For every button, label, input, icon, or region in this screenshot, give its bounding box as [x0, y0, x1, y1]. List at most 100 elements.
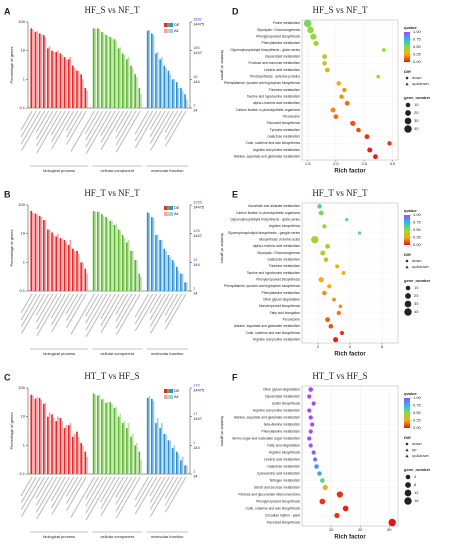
bar: [94, 28, 97, 108]
group-label: molecular function: [151, 534, 183, 539]
category-label-placeholder: [115, 293, 137, 329]
category-label-placeholder: [85, 293, 108, 331]
color-tick-label: 0.00: [413, 59, 422, 64]
category-label-placeholder: [85, 476, 108, 514]
y2-axis-label: Number of genes: [220, 50, 225, 81]
bar: [134, 445, 137, 474]
category-label-placeholder: [35, 293, 50, 316]
bar: [111, 403, 113, 474]
category-label-placeholder: [65, 476, 79, 498]
bar: [40, 400, 43, 474]
bubble: [334, 512, 340, 519]
category-label-placeholder: [85, 476, 104, 507]
bar: [163, 433, 166, 474]
category-label-placeholder: [85, 293, 100, 317]
category-label: Phenylalanine, tyrosine and tryptophan b…: [224, 284, 300, 288]
category-label-placeholder: [164, 293, 187, 330]
legend-swatch: [170, 212, 173, 216]
category-label-placeholder: [164, 476, 179, 499]
category-label-placeholder: [149, 476, 174, 517]
category-label-placeholder: [51, 293, 75, 333]
bar: [150, 33, 153, 109]
bubble: [320, 478, 325, 483]
category-label-placeholder: [100, 476, 120, 510]
category-label-placeholder: [20, 476, 41, 510]
legend-title: gene_number: [404, 467, 431, 472]
category-label: Pentose and glucuronate interconversions: [238, 492, 300, 496]
category-label: Circadian rhythm - plant: [265, 513, 300, 517]
bar: [69, 240, 72, 291]
chart-title: HF_T vs NF_T: [312, 188, 368, 198]
bar: [30, 210, 33, 291]
size-legend-symbol: [405, 285, 411, 291]
size-legend-symbol: [404, 117, 412, 125]
category-label-placeholder: [100, 293, 116, 320]
bar: [185, 99, 188, 108]
bar: [113, 408, 116, 474]
bar: [42, 403, 45, 474]
category-label: beta-Alanine metabolism: [264, 422, 301, 426]
category-label-placeholder: [85, 476, 100, 500]
category-label: Nitrogen metabolism: [270, 478, 300, 482]
category-label-placeholder: [85, 110, 112, 155]
bar: [71, 248, 74, 291]
category-label: Arginine biosynthesis: [269, 450, 301, 454]
legend-label: 40: [414, 309, 419, 314]
bar: [148, 30, 151, 109]
category-label-placeholder: [134, 476, 154, 508]
bar: [130, 250, 132, 291]
bubble: [322, 290, 327, 296]
category-label: Phenylalanine metabolism: [262, 429, 301, 433]
bar: [140, 277, 142, 291]
category-label-placeholder: [115, 110, 129, 132]
bar: [105, 402, 107, 474]
category-label-placeholder: [51, 110, 70, 143]
bar: [76, 431, 78, 474]
group-label: cellular component: [101, 168, 135, 173]
bar: [136, 77, 138, 108]
color-tick-label: 0.00: [413, 425, 422, 430]
category-label-placeholder: [21, 476, 46, 517]
legend-title: qvalue: [404, 391, 417, 396]
bar: [156, 51, 159, 108]
bubble: [318, 210, 324, 216]
category-label-placeholder: [100, 110, 125, 150]
category-label-placeholder: [100, 110, 120, 144]
color-bar: [404, 398, 410, 428]
y2-tick-label: 1255: [193, 200, 203, 205]
category-label-placeholder: [65, 293, 83, 321]
color-tick-label: 0.00: [413, 242, 422, 247]
y-tick-label: 0.1: [19, 471, 25, 476]
bar: [169, 74, 171, 108]
category-label-placeholder: [164, 293, 179, 316]
bar: [96, 28, 99, 108]
category-label-placeholder: [35, 476, 54, 506]
size-legend-symbol: [404, 308, 412, 316]
bar: [52, 417, 55, 474]
category-label-placeholder: [35, 293, 54, 323]
legend-swatch: [170, 23, 173, 27]
category-label-placeholder: [115, 476, 137, 512]
bar: [84, 87, 87, 108]
bar: [150, 398, 153, 474]
size-legend-symbol: [404, 497, 412, 505]
bar: [140, 460, 142, 474]
y2-tick-label: 144: [193, 262, 200, 267]
bar: [180, 87, 182, 108]
y-tick-label: 0.1: [19, 105, 25, 110]
category-label: Galactose metabolism: [267, 135, 300, 139]
bubble: [311, 235, 319, 244]
legend-swatch: [164, 206, 167, 210]
category-label-placeholder: [149, 110, 162, 131]
bar: [150, 217, 153, 291]
category-label-placeholder: [35, 110, 54, 140]
category-label-placeholder: [65, 476, 83, 504]
category-label-placeholder: [20, 476, 37, 504]
bar: [117, 48, 120, 108]
legend-swatch: [167, 395, 170, 399]
category-label: Purine metabolism: [273, 21, 301, 25]
color-bar: [404, 215, 410, 245]
legend-swatch: [164, 29, 167, 33]
category-label: Arginine biosynthesis: [269, 224, 301, 228]
bubble: [328, 324, 334, 329]
